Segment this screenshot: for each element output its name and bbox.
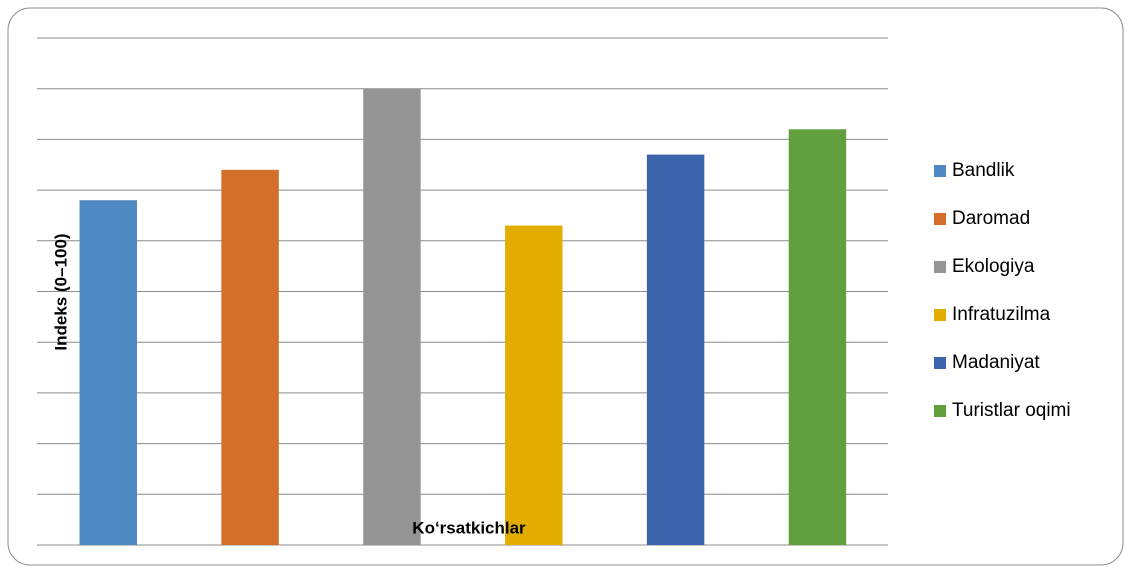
x-axis-label: Koʻrsatkichlar [412,518,526,537]
legend-label: Daromad [952,208,1030,229]
chart-border [7,7,1124,566]
bar [788,129,847,545]
legend-swatch [934,309,946,321]
legend-swatch [934,405,946,417]
legend-swatch [934,357,946,369]
bar [79,200,137,546]
legend-label: Infratuzilma [952,304,1051,325]
legend-label: Ekologiya [952,256,1035,277]
bar [505,225,563,545]
legend-swatch [934,165,946,177]
legend-swatch [934,261,946,273]
legend-label: Bandlik [952,160,1015,181]
bar [363,88,421,545]
legend-label: Madaniyat [952,352,1040,373]
bar [221,169,279,545]
legend-swatch [934,213,946,225]
legend-label: Turistlar oqimi [952,400,1071,421]
y-axis-label: Indeks (0–100) [51,233,70,350]
bar [646,154,705,546]
